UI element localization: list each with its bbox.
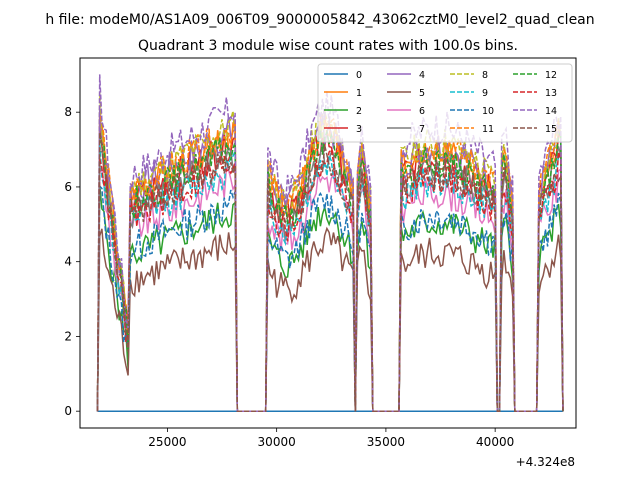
y-tick-label: 6 — [64, 180, 72, 194]
y-tick-label: 4 — [64, 255, 72, 269]
legend-label: 3 — [356, 124, 362, 135]
series-line-15 — [96, 132, 564, 412]
legend-label: 4 — [419, 70, 425, 81]
legend-label: 10 — [482, 106, 494, 117]
legend-box — [317, 63, 573, 143]
x-tick-label: 40000 — [476, 435, 514, 449]
legend-label: 12 — [545, 70, 557, 81]
y-tick-label: 2 — [64, 329, 72, 343]
chart-title: Quadrant 3 module wise count rates with … — [138, 38, 518, 54]
legend-label: 1 — [356, 88, 362, 99]
legend-label: 7 — [419, 124, 425, 135]
x-axis: 25000 30000 35000 40000 — [148, 428, 514, 449]
series-line-10 — [96, 184, 564, 412]
legend-label: 6 — [419, 106, 425, 117]
y-tick-label: 8 — [64, 105, 72, 119]
legend-label: 13 — [545, 88, 557, 99]
legend-label: 15 — [545, 124, 557, 135]
legend-label: 11 — [482, 124, 494, 135]
x-offset-label: +4.324e8 — [516, 455, 575, 469]
legend-label: 14 — [545, 106, 557, 117]
legend-label: 9 — [482, 88, 488, 99]
series-line-5 — [96, 226, 564, 412]
chart-suptitle: h file: modeM0/AS1A09_006T09_9000005842_… — [45, 12, 594, 28]
series-line-1 — [96, 118, 564, 412]
legend-label: 2 — [356, 106, 362, 117]
series-line-2 — [96, 184, 564, 412]
series-line-9 — [96, 141, 564, 412]
x-tick-label: 25000 — [148, 435, 186, 449]
legend-label: 8 — [482, 70, 488, 81]
plot-frame — [79, 57, 577, 429]
y-tick-label: 0 — [64, 404, 72, 418]
x-tick-label: 35000 — [367, 435, 405, 449]
legend-label: 0 — [356, 70, 362, 81]
y-axis: 0 2 4 6 8 — [64, 105, 80, 418]
legend-label: 5 — [419, 88, 425, 99]
x-tick-label: 30000 — [258, 435, 296, 449]
